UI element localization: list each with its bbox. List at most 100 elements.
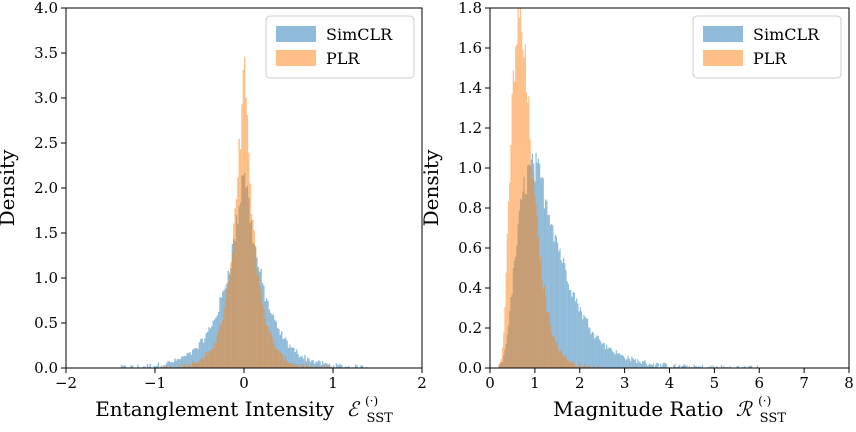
- hist-bar-simclr: [665, 363, 666, 368]
- hist-bar-plr: [178, 364, 179, 368]
- hist-bar-simclr: [598, 336, 599, 368]
- hist-bar-plr: [189, 364, 190, 368]
- hist-bar-plr: [533, 173, 534, 368]
- hist-bar-plr: [556, 344, 557, 368]
- legend-label-simclr: SimCLR: [753, 25, 820, 44]
- hist-bar-simclr: [629, 359, 630, 368]
- right-y-axis-label: Density: [419, 149, 443, 226]
- hist-bar-plr: [571, 362, 572, 368]
- hist-bar-plr: [248, 153, 249, 368]
- hist-bar-plr: [541, 281, 542, 368]
- hist-bar-plr: [196, 363, 197, 368]
- hist-bar-simclr: [185, 356, 186, 368]
- hist-bar-plr: [501, 359, 502, 368]
- hist-bar-simclr: [636, 363, 637, 368]
- hist-bar-plr: [550, 325, 551, 368]
- hist-bar-simclr: [575, 301, 576, 368]
- hist-bar-simclr: [322, 361, 323, 368]
- hist-bar-simclr: [619, 354, 620, 368]
- hist-bar-simclr: [624, 358, 625, 368]
- hist-bar-simclr: [158, 362, 159, 368]
- hist-bar-plr: [585, 364, 586, 368]
- hist-bar-simclr: [586, 318, 587, 368]
- hist-bar-plr: [564, 356, 565, 368]
- legend-swatch-plr: [703, 50, 743, 66]
- right-x-axis-label-symbol: ℛ: [736, 397, 754, 421]
- y-tick-label: 1.6: [458, 39, 482, 57]
- hist-bar-simclr: [635, 359, 636, 368]
- left-x-axis-label: Entanglement Intensity ℰ (·) SST: [95, 386, 393, 426]
- y-tick-label: 0.2: [458, 319, 482, 337]
- hist-bar-plr: [302, 364, 303, 368]
- hist-bar-plr: [247, 115, 248, 368]
- hist-bar-plr: [546, 311, 547, 368]
- hist-bar-simclr: [637, 359, 638, 368]
- hist-bar-simclr: [601, 344, 602, 368]
- x-tick-label: 4: [665, 374, 675, 392]
- hist-bar-simclr: [650, 365, 651, 368]
- hist-bar-plr: [506, 273, 507, 368]
- hist-bar-plr: [236, 199, 237, 368]
- x-tick-label: 3: [620, 374, 630, 392]
- hist-bar-simclr: [559, 249, 560, 368]
- hist-bar-plr: [208, 351, 209, 368]
- hist-bar-plr: [230, 262, 231, 368]
- hist-bar-plr: [262, 303, 263, 368]
- hist-bar-plr: [255, 249, 256, 368]
- hist-bar-simclr: [684, 364, 685, 368]
- hist-bar-plr: [193, 361, 194, 368]
- hist-bar-plr: [510, 145, 511, 368]
- hist-bar-plr: [295, 365, 296, 368]
- hist-bar-plr: [273, 342, 274, 368]
- hist-bar-simclr: [150, 364, 151, 368]
- hist-bar-simclr: [338, 364, 339, 368]
- hist-bar-simclr: [630, 361, 631, 368]
- hist-bar-simclr: [171, 362, 172, 368]
- hist-bar-simclr: [608, 347, 609, 368]
- hist-bar-plr: [516, 44, 517, 368]
- hist-bar-plr: [197, 362, 198, 368]
- hist-bar-plr: [532, 179, 533, 368]
- hist-bar-simclr: [649, 364, 650, 368]
- left-x-axis-label-sub: SST: [367, 411, 394, 426]
- hist-bar-plr: [232, 253, 233, 368]
- x-tick-label: 2: [417, 374, 427, 392]
- hist-bar-plr: [223, 308, 224, 368]
- hist-bar-simclr: [614, 354, 615, 368]
- hist-bar-plr: [579, 363, 580, 368]
- hist-bar-plr: [243, 70, 244, 368]
- hist-bar-simclr: [638, 362, 639, 368]
- y-tick-label: 1.8: [458, 0, 482, 17]
- hist-bar-plr: [509, 183, 510, 368]
- hist-bar-plr: [289, 363, 290, 368]
- hist-bar-simclr: [616, 350, 617, 368]
- hist-bar-plr: [553, 335, 554, 368]
- y-tick-label: 2.5: [34, 134, 58, 152]
- hist-bar-simclr: [567, 281, 568, 368]
- left-x-axis-label-symbol: ℰ: [347, 397, 361, 421]
- hist-bar-plr: [522, 50, 523, 368]
- hist-bar-simclr: [674, 364, 675, 368]
- x-tick-label: 5: [710, 374, 720, 392]
- hist-bar-simclr: [613, 353, 614, 369]
- hist-bar-plr: [254, 231, 255, 368]
- hist-bar-plr: [561, 350, 562, 368]
- hist-bar-plr: [263, 308, 264, 368]
- hist-bar-plr: [214, 342, 215, 368]
- hist-bar-simclr: [325, 363, 326, 368]
- hist-bar-plr: [258, 276, 259, 368]
- hist-bar-plr: [547, 313, 548, 368]
- hist-bar-plr: [534, 196, 535, 368]
- left-x-axis-label-text: Entanglement Intensity: [95, 397, 335, 421]
- hist-bar-plr: [568, 360, 569, 368]
- hist-bar-simclr: [641, 364, 642, 368]
- legend-swatch-simclr: [276, 26, 316, 42]
- hist-bar-plr: [557, 342, 558, 368]
- hist-bar-plr: [549, 313, 550, 368]
- hist-bar-plr: [251, 214, 252, 368]
- hist-bar-simclr: [563, 258, 564, 368]
- hist-bar-plr: [277, 350, 278, 368]
- hist-bar-plr: [278, 350, 279, 368]
